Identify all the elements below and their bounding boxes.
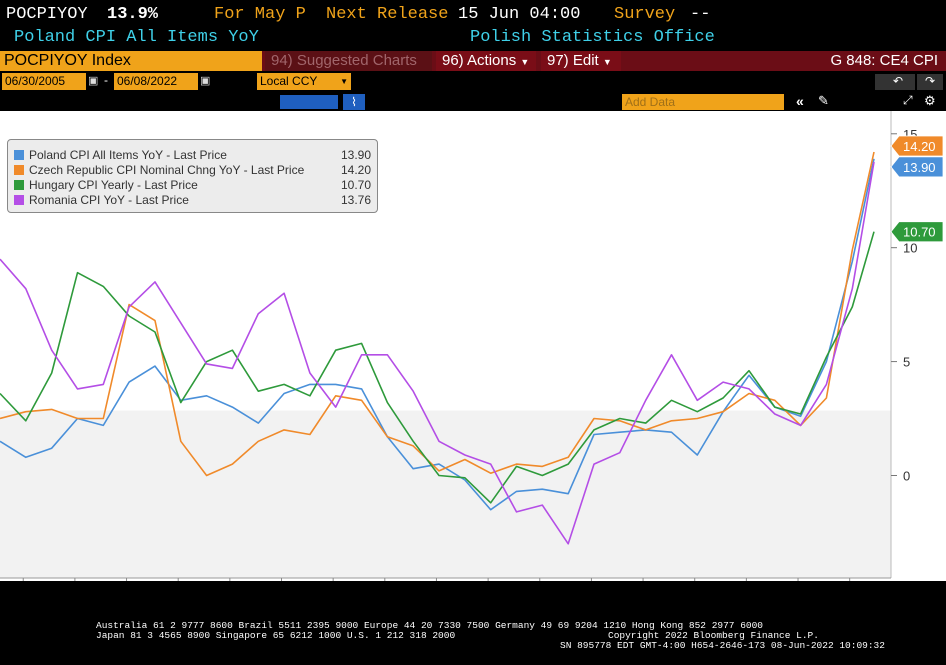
chevron-down-icon: ▼ — [340, 77, 348, 86]
end-date-field[interactable]: 06/08/2022 — [114, 73, 198, 90]
security-title: Poland CPI All Items YoY — [14, 28, 259, 47]
legend-value: 13.76 — [340, 193, 371, 207]
chevron-down-icon: ▼ — [520, 57, 530, 67]
y-tick-label: 0 — [903, 468, 910, 483]
footer-session: SN 895778 EDT GMT-4:00 H654-2646-173 08-… — [560, 640, 885, 651]
last-value-tag-poland-shape — [890, 156, 944, 178]
quote-value: 13.9% — [107, 5, 159, 24]
legend-item-czech: Czech Republic CPI Nominal Chng YoY - La… — [14, 163, 371, 177]
pencil-icon[interactable]: ✎ — [818, 93, 829, 108]
ticker-label: POCPIYOY — [6, 5, 88, 24]
legend-swatch — [14, 180, 24, 190]
redo-icon: ↷ — [925, 74, 936, 88]
series-line-3 — [0, 231, 875, 504]
next-release-label: Next Release — [326, 5, 449, 24]
security-field[interactable]: POCPIYOY Index — [0, 51, 262, 71]
footer-contacts-1: Australia 61 2 9777 8600 Brazil 5511 239… — [96, 620, 764, 631]
date-range-bar: 06/30/2005 ▣ - 06/08/2022 ▣ Local CCY ▼ ↶… — [0, 73, 946, 91]
chart-code: G 848: CE4 CPI — [830, 52, 938, 69]
chart-tools-bar: ⌇ Add Data « ✎ ⤢ ⚙ — [0, 93, 946, 111]
edit-label: 97) Edit — [547, 52, 599, 69]
actions-menu[interactable]: 96) Actions ▼ — [436, 51, 536, 71]
legend-swatch — [14, 165, 24, 175]
date-separator: - — [104, 73, 108, 87]
legend-item-hungary: Hungary CPI Yearly - Last Price 10.70 — [14, 178, 371, 192]
legend-label: Czech Republic CPI Nominal Chng YoY - La… — [29, 163, 305, 177]
footer-contacts-2: Japan 81 3 4565 8900 Singapore 65 6212 1… — [96, 630, 456, 641]
chart-type-tab-blank[interactable] — [280, 95, 338, 109]
legend-label: Poland CPI All Items YoY - Last Price — [29, 148, 227, 162]
series-line-1 — [0, 158, 875, 511]
legend-value: 14.20 — [340, 163, 371, 177]
chevron-down-icon: ▼ — [602, 57, 612, 67]
legend-value: 10.70 — [340, 178, 371, 192]
for-period-label: For May P — [214, 5, 306, 24]
y-tick-label: 10 — [903, 241, 917, 256]
collapse-icon[interactable]: « — [796, 93, 804, 109]
last-value-tag-hungary-shape — [890, 221, 944, 243]
y-tick-label: 5 — [903, 355, 910, 370]
footer: Australia 61 2 9777 8600 Brazil 5511 239… — [0, 620, 946, 665]
expand-icon[interactable]: ⤢ — [903, 93, 913, 107]
series-line-2 — [0, 151, 875, 477]
chart-legend[interactable]: Poland CPI All Items YoY - Last Price 13… — [7, 139, 378, 213]
chart-area: 151050Dec ...'06Dec ...'07Dec ...'08Dec … — [0, 111, 946, 618]
add-data-input[interactable]: Add Data — [622, 94, 784, 110]
legend-item-poland: Poland CPI All Items YoY - Last Price 13… — [14, 148, 371, 162]
last-value-tag-czech-text: 14.20 — [903, 139, 936, 154]
legend-value: 13.90 — [340, 148, 371, 162]
undo-button[interactable]: ↶ — [875, 74, 915, 90]
start-date-field[interactable]: 06/30/2005 — [2, 73, 86, 90]
next-release-value: 15 Jun 04:00 — [458, 5, 581, 24]
legend-item-romania: Romania CPI YoY - Last Price 13.76 — [14, 193, 371, 207]
shaded-band — [0, 410, 946, 578]
suggested-charts-button[interactable]: 94) Suggested Charts — [265, 51, 432, 71]
actions-label: 96) Actions — [442, 52, 517, 69]
legend-label: Romania CPI YoY - Last Price — [29, 193, 189, 207]
survey-label: Survey — [614, 5, 676, 24]
currency-label: Local CCY — [260, 74, 318, 88]
source-label: Polish Statistics Office — [470, 28, 715, 47]
header-row-title: Poland CPI All Items YoY Polish Statisti… — [0, 27, 946, 49]
legend-swatch — [14, 150, 24, 160]
series-line-4 — [0, 161, 875, 545]
function-toolbar: POCPIYOY Index 94) Suggested Charts 96) … — [0, 51, 946, 71]
calendar-icon[interactable]: ▣ — [88, 75, 99, 87]
legend-swatch — [14, 195, 24, 205]
currency-select[interactable]: Local CCY ▼ — [257, 73, 351, 90]
y-axis-panel — [891, 111, 946, 581]
redo-button[interactable]: ↷ — [917, 74, 943, 90]
legend-label: Hungary CPI Yearly - Last Price — [29, 178, 198, 192]
header-row-quote: POCPIYOY 13.9% For May P Next Release 15… — [0, 2, 946, 28]
footer-copyright: Copyright 2022 Bloomberg Finance L.P. — [608, 630, 819, 641]
gear-icon[interactable]: ⚙ — [924, 93, 936, 108]
last-value-tag-poland-text: 13.90 — [903, 160, 936, 175]
edit-menu[interactable]: 97) Edit ▼ — [541, 51, 621, 71]
line-chart-icon[interactable]: ⌇ — [343, 94, 365, 110]
last-value-tag-czech-shape — [890, 135, 944, 157]
line-chart: 151050Dec ...'06Dec ...'07Dec ...'08Dec … — [0, 111, 946, 618]
last-value-tag-hungary-text: 10.70 — [903, 225, 936, 240]
calendar-icon[interactable]: ▣ — [200, 75, 211, 87]
undo-icon: ↶ — [893, 74, 904, 88]
survey-value: -- — [690, 5, 711, 24]
